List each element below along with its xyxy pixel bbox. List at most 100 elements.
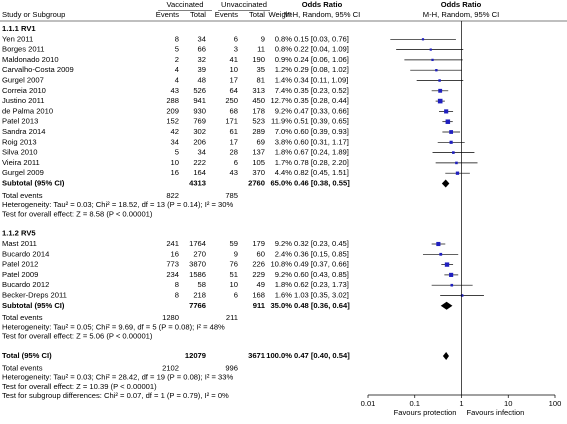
- odds-ratio-ci: 0.60 [0.31, 1.17]: [294, 137, 349, 146]
- effect-square: [449, 140, 453, 144]
- odds-ratio-ci: 0.60 [0.43, 0.85]: [294, 270, 349, 279]
- count: 11: [257, 45, 265, 54]
- count: 526: [193, 86, 206, 95]
- header-study: Study or Subgroup: [2, 10, 65, 19]
- effect-square: [449, 272, 454, 277]
- effect-square: [435, 69, 438, 72]
- effect-square: [431, 58, 434, 62]
- odds-ratio-ci: 0.60 [0.39, 0.93]: [294, 127, 349, 136]
- study-name: Subtotal (95% CI): [2, 179, 65, 188]
- weight: 35.0%: [270, 301, 292, 310]
- count: 3870: [189, 260, 206, 269]
- heterogeneity: Heterogeneity: Tau² = 0.03; Chi² = 18.52…: [2, 200, 234, 209]
- header-events: Events: [156, 10, 179, 19]
- study-name: Gurgel 2009: [2, 168, 44, 177]
- count: 43: [230, 168, 238, 177]
- study-name: Borges 2011: [2, 45, 45, 54]
- count: 34: [198, 34, 206, 43]
- pooled-diamond: [440, 301, 453, 310]
- count: 137: [252, 148, 265, 157]
- count: 81: [257, 76, 265, 85]
- weight: 1.8%: [275, 280, 293, 289]
- total-events-label: Total events: [2, 191, 43, 200]
- odds-ratio-ci: 0.35 [0.28, 0.44]: [294, 96, 349, 105]
- x-tick-label: 10: [504, 399, 512, 408]
- count: 6: [234, 291, 238, 300]
- count: 8: [175, 291, 179, 300]
- weight: 1.2%: [275, 65, 293, 74]
- subgroup-label: 1.1.2 RV5: [2, 229, 36, 238]
- weight: 0.8%: [275, 34, 293, 43]
- effect-square: [450, 283, 454, 287]
- count: 370: [252, 168, 265, 177]
- header-unvaccinated: Unvaccinated: [221, 0, 267, 9]
- x-tick-label: 0.1: [409, 399, 420, 408]
- count: 6: [234, 34, 238, 43]
- count: 69: [257, 137, 265, 146]
- count: 16: [171, 249, 179, 258]
- weight: 2.4%: [275, 249, 293, 258]
- count: 9: [261, 34, 265, 43]
- odds-ratio-ci: 0.32 [0.23, 0.45]: [294, 239, 349, 248]
- effect-square: [455, 161, 458, 165]
- study-name: Yen 2011: [2, 34, 33, 43]
- count: 226: [252, 260, 265, 269]
- count: 450: [252, 96, 265, 105]
- odds-ratio-ci: 0.49 [0.37, 0.66]: [294, 260, 349, 269]
- weight: 1.4%: [275, 76, 293, 85]
- count: 178: [252, 106, 265, 115]
- count: 43: [171, 86, 179, 95]
- count: 39: [198, 65, 206, 74]
- count: 313: [252, 86, 265, 95]
- count: 2: [175, 55, 179, 64]
- study-name: Subtotal (95% CI): [2, 301, 65, 310]
- study-name: de Palma 2010: [2, 106, 53, 115]
- study-name: Becker-Dreps 2011: [2, 291, 67, 300]
- weight: 9.2%: [275, 106, 293, 115]
- count: 16: [171, 168, 179, 177]
- count: 4: [175, 76, 179, 85]
- effect-square: [445, 119, 451, 124]
- study-name: Total (95% CI): [2, 351, 52, 360]
- weight: 3.8%: [275, 137, 293, 146]
- odds-ratio-ci: 1.03 [0.35, 3.02]: [294, 291, 349, 300]
- pooled-diamond: [442, 352, 449, 360]
- study-name: Patel 2013: [2, 117, 38, 126]
- weight: 9.2%: [275, 239, 293, 248]
- study-name: Carvalho-Costa 2009: [2, 65, 74, 74]
- count: 996: [225, 363, 238, 372]
- count: 1280: [162, 313, 179, 322]
- count: 179: [252, 239, 265, 248]
- count: 17: [230, 76, 238, 85]
- odds-ratio-ci: 0.82 [0.45, 1.51]: [294, 168, 349, 177]
- odds-ratio-ci: 0.22 [0.04, 1.09]: [294, 45, 349, 54]
- effect-square: [455, 171, 460, 175]
- weight: 9.2%: [275, 270, 293, 279]
- count: 2102: [162, 363, 179, 372]
- header-total: Total: [190, 10, 206, 19]
- weight: 11.9%: [271, 117, 292, 126]
- study-name: Patel 2009: [2, 270, 38, 279]
- odds-ratio-ci: 0.47 [0.40, 0.54]: [294, 351, 350, 360]
- study-name: Justino 2011: [2, 96, 45, 105]
- study-name: Roig 2013: [2, 137, 37, 146]
- weight: 7.4%: [275, 86, 293, 95]
- count: 68: [230, 106, 238, 115]
- weight: 0.9%: [275, 55, 293, 64]
- count: 10: [230, 65, 238, 74]
- count: 48: [198, 76, 206, 85]
- count: 930: [193, 106, 206, 115]
- header-odds-ratio: Odds Ratio: [302, 0, 343, 9]
- study-name: Bucardo 2012: [2, 280, 49, 289]
- study-name: Bucardo 2014: [2, 249, 49, 258]
- study-name: Silva 2010: [2, 148, 37, 157]
- count: 2760: [248, 179, 265, 188]
- odds-ratio-ci: 0.51 [0.39, 0.65]: [294, 117, 349, 126]
- study-name: Correia 2010: [2, 86, 46, 95]
- header-odds-ratio: Odds Ratio: [441, 0, 482, 9]
- header-method: M-H, Random, 95% CI: [423, 10, 499, 19]
- effect-square: [444, 262, 450, 267]
- weight: 7.0%: [275, 127, 293, 136]
- count: 168: [252, 291, 265, 300]
